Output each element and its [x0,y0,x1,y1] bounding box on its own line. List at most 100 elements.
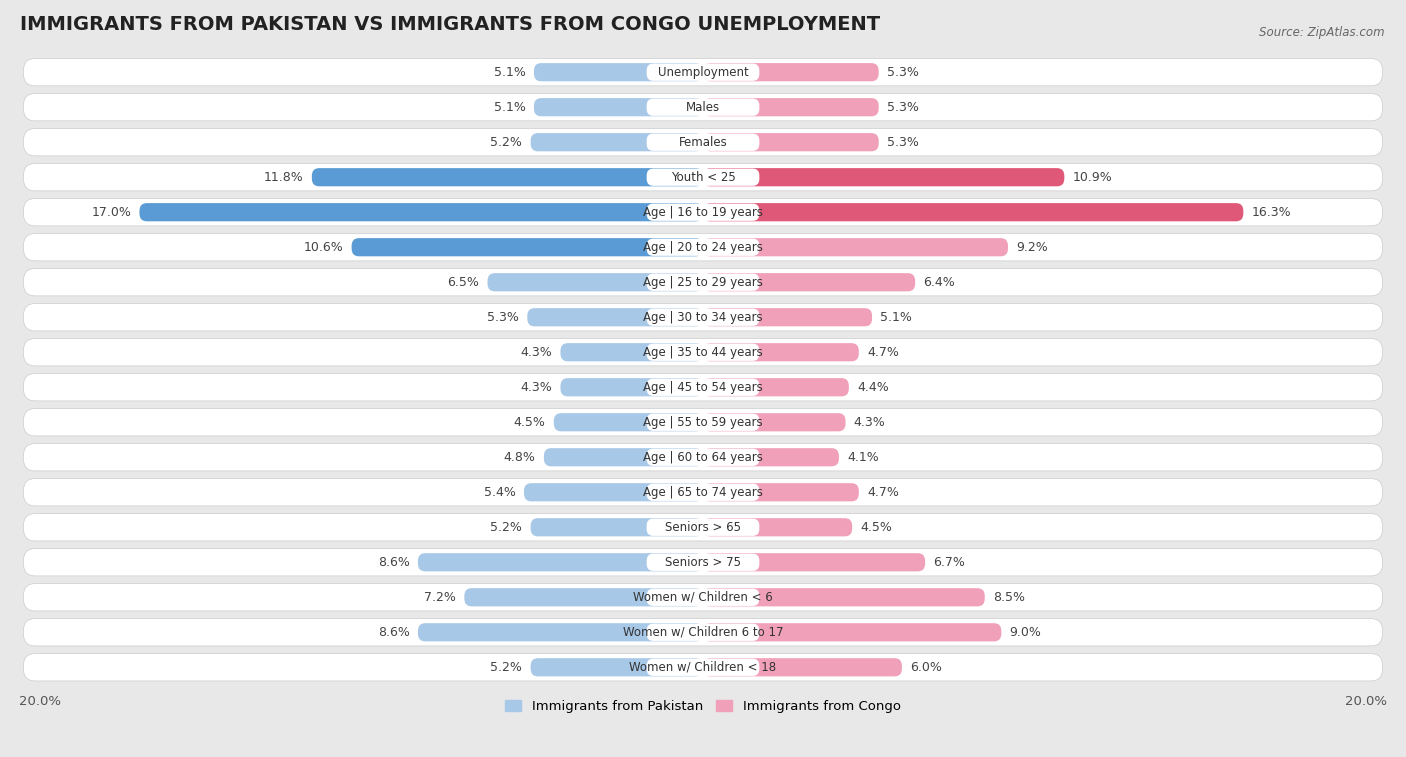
Text: 8.6%: 8.6% [378,556,409,569]
FancyBboxPatch shape [554,413,703,431]
Text: 5.4%: 5.4% [484,486,516,499]
FancyBboxPatch shape [703,273,915,291]
FancyBboxPatch shape [647,449,759,466]
FancyBboxPatch shape [352,238,703,257]
Text: Age | 20 to 24 years: Age | 20 to 24 years [643,241,763,254]
Text: Seniors > 65: Seniors > 65 [665,521,741,534]
FancyBboxPatch shape [24,234,1382,261]
Text: 4.3%: 4.3% [520,381,553,394]
FancyBboxPatch shape [24,338,1382,366]
FancyBboxPatch shape [24,58,1382,86]
FancyBboxPatch shape [703,553,925,572]
FancyBboxPatch shape [24,304,1382,331]
FancyBboxPatch shape [703,343,859,361]
Text: 5.2%: 5.2% [491,136,523,148]
Text: Women w/ Children < 6: Women w/ Children < 6 [633,590,773,604]
Text: Youth < 25: Youth < 25 [671,171,735,184]
FancyBboxPatch shape [647,309,759,326]
FancyBboxPatch shape [24,653,1382,681]
FancyBboxPatch shape [647,624,759,641]
Text: 4.5%: 4.5% [860,521,893,534]
FancyBboxPatch shape [530,133,703,151]
Text: 5.3%: 5.3% [486,310,519,324]
Text: 10.6%: 10.6% [304,241,343,254]
Text: Females: Females [679,136,727,148]
Text: 5.3%: 5.3% [887,101,920,114]
Legend: Immigrants from Pakistan, Immigrants from Congo: Immigrants from Pakistan, Immigrants fro… [501,695,905,718]
Text: Age | 25 to 29 years: Age | 25 to 29 years [643,276,763,288]
FancyBboxPatch shape [647,169,759,186]
FancyBboxPatch shape [647,553,759,571]
FancyBboxPatch shape [647,589,759,606]
Text: Age | 60 to 64 years: Age | 60 to 64 years [643,450,763,464]
Text: 7.2%: 7.2% [425,590,456,604]
Text: 4.5%: 4.5% [513,416,546,428]
FancyBboxPatch shape [24,444,1382,471]
Text: 6.0%: 6.0% [910,661,942,674]
Text: Age | 16 to 19 years: Age | 16 to 19 years [643,206,763,219]
FancyBboxPatch shape [703,623,1001,641]
FancyBboxPatch shape [24,269,1382,296]
Text: Age | 45 to 54 years: Age | 45 to 54 years [643,381,763,394]
FancyBboxPatch shape [647,238,759,256]
FancyBboxPatch shape [647,133,759,151]
FancyBboxPatch shape [527,308,703,326]
Text: 4.4%: 4.4% [858,381,889,394]
Text: 5.3%: 5.3% [887,136,920,148]
FancyBboxPatch shape [24,478,1382,506]
FancyBboxPatch shape [703,413,845,431]
FancyBboxPatch shape [647,659,759,676]
FancyBboxPatch shape [312,168,703,186]
Text: 8.5%: 8.5% [993,590,1025,604]
FancyBboxPatch shape [647,519,759,536]
Text: Women w/ Children < 18: Women w/ Children < 18 [630,661,776,674]
FancyBboxPatch shape [530,519,703,537]
Text: 4.3%: 4.3% [520,346,553,359]
FancyBboxPatch shape [24,409,1382,436]
Text: 11.8%: 11.8% [264,171,304,184]
FancyBboxPatch shape [703,308,872,326]
Text: 6.4%: 6.4% [924,276,955,288]
FancyBboxPatch shape [534,98,703,117]
FancyBboxPatch shape [647,273,759,291]
FancyBboxPatch shape [647,98,759,116]
FancyBboxPatch shape [647,484,759,501]
FancyBboxPatch shape [24,513,1382,541]
FancyBboxPatch shape [703,168,1064,186]
FancyBboxPatch shape [534,63,703,81]
Text: 9.0%: 9.0% [1010,626,1042,639]
Text: Age | 35 to 44 years: Age | 35 to 44 years [643,346,763,359]
FancyBboxPatch shape [703,133,879,151]
Text: 6.7%: 6.7% [934,556,966,569]
FancyBboxPatch shape [464,588,703,606]
FancyBboxPatch shape [24,94,1382,121]
Text: 10.9%: 10.9% [1073,171,1112,184]
Text: 5.1%: 5.1% [880,310,912,324]
FancyBboxPatch shape [647,378,759,396]
Text: 4.7%: 4.7% [868,346,898,359]
FancyBboxPatch shape [418,623,703,641]
Text: 5.2%: 5.2% [491,661,523,674]
FancyBboxPatch shape [703,483,859,501]
FancyBboxPatch shape [703,448,839,466]
FancyBboxPatch shape [24,374,1382,401]
Text: 6.5%: 6.5% [447,276,479,288]
Text: 5.2%: 5.2% [491,521,523,534]
FancyBboxPatch shape [24,129,1382,156]
FancyBboxPatch shape [703,63,879,81]
FancyBboxPatch shape [530,658,703,677]
FancyBboxPatch shape [703,238,1008,257]
FancyBboxPatch shape [24,164,1382,191]
FancyBboxPatch shape [703,98,879,117]
Text: 8.6%: 8.6% [378,626,409,639]
FancyBboxPatch shape [139,203,703,221]
Text: 5.1%: 5.1% [494,101,526,114]
Text: 4.8%: 4.8% [503,450,536,464]
FancyBboxPatch shape [647,64,759,81]
Text: 5.1%: 5.1% [494,66,526,79]
FancyBboxPatch shape [24,584,1382,611]
Text: Seniors > 75: Seniors > 75 [665,556,741,569]
Text: 4.7%: 4.7% [868,486,898,499]
Text: Women w/ Children 6 to 17: Women w/ Children 6 to 17 [623,626,783,639]
FancyBboxPatch shape [24,198,1382,226]
